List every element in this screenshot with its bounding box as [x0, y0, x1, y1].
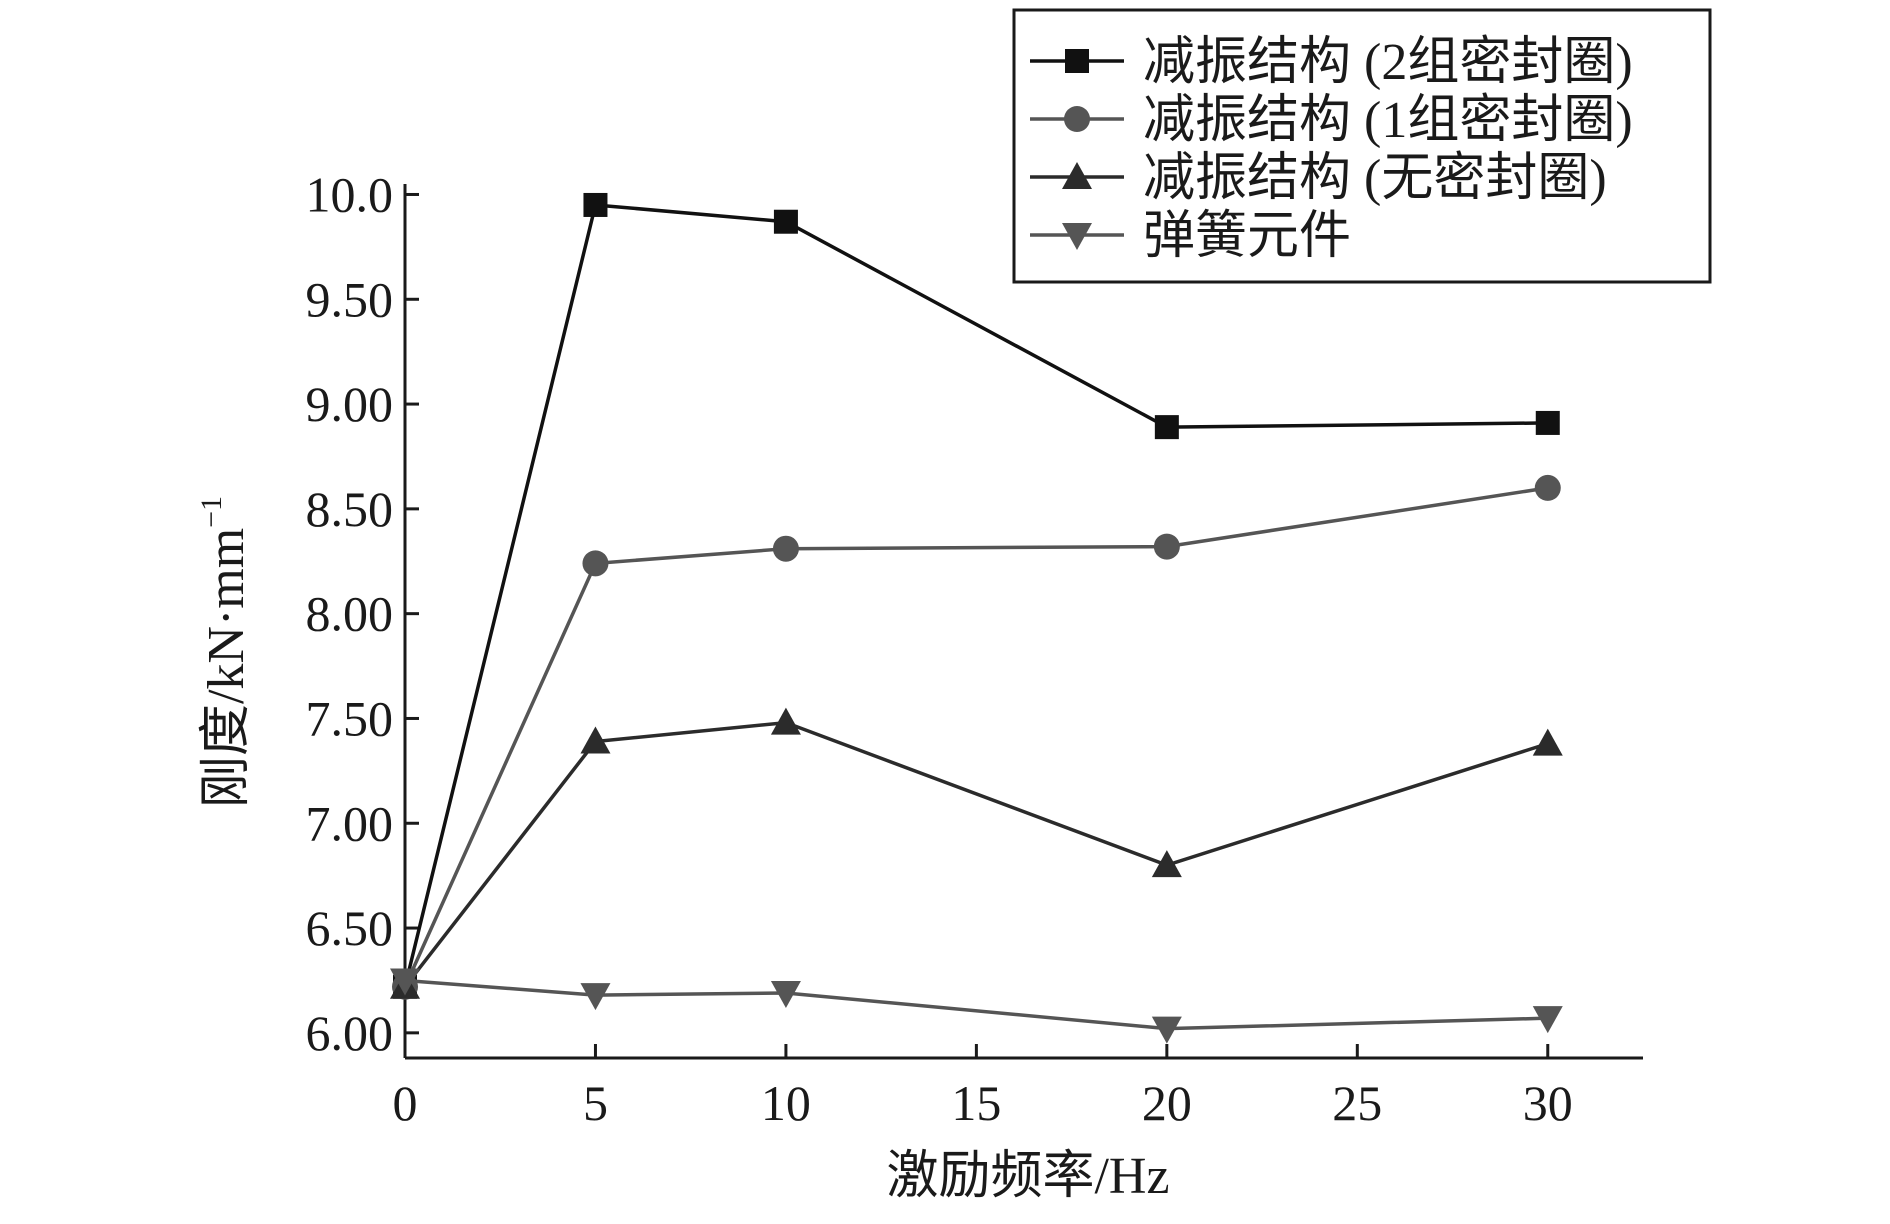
data-point — [770, 707, 801, 735]
series-1 — [393, 192, 1560, 999]
y-tick-label: 7.50 — [306, 690, 394, 746]
y-tick-label: 6.50 — [306, 900, 394, 956]
legend: 减振结构 (2组密封圈)减振结构 (1组密封圈)减振结构 (无密封圈)弹簧元件 — [1012, 8, 1712, 284]
y-axis-title: 刚度/kN·mm−1 — [195, 496, 255, 808]
legend-items: 减振结构 (2组密封圈)减振结构 (1组密封圈)减振结构 (无密封圈)弹簧元件 — [1030, 34, 1633, 265]
x-axis-title: 激励频率/Hz — [886, 1148, 1169, 1205]
y-tick-label: 9.50 — [306, 271, 394, 327]
x-tick-label: 10 — [761, 1075, 811, 1131]
y-ticks: 6.00 6.50 7.00 7.50 8.00 8.50 9.00 9.50 10.0 — [306, 166, 419, 1061]
legend-item: 减振结构 (2组密封圈) — [1030, 34, 1633, 91]
data-point — [1535, 410, 1560, 435]
x-tick-label: 15 — [951, 1075, 1001, 1131]
legend-label: 减振结构 (1组密封圈) — [1143, 92, 1633, 149]
legend-marker — [1062, 223, 1092, 250]
legend-marker — [1064, 106, 1090, 132]
series-4 — [390, 968, 1563, 1044]
y-tick-label: 9.00 — [306, 376, 394, 432]
series-line — [404, 978, 1548, 1031]
y-tick-label: 6.00 — [306, 1005, 394, 1061]
data-point — [1153, 533, 1180, 560]
legend-label: 减振结构 (2组密封圈) — [1143, 34, 1633, 91]
x-tick-label: 20 — [1142, 1075, 1192, 1131]
legend-label: 减振结构 (无密封圈) — [1143, 150, 1607, 207]
y-tick-label: 10.0 — [306, 166, 394, 222]
data-point — [583, 192, 608, 217]
data-point — [1151, 850, 1182, 878]
data-point — [772, 535, 799, 562]
data-point — [770, 981, 801, 1009]
series-line — [403, 486, 1549, 988]
data-point — [773, 209, 798, 234]
data-point — [580, 726, 611, 754]
series-line — [403, 720, 1549, 988]
x-tick-label: 0 — [393, 1075, 418, 1131]
legend-item: 减振结构 (1组密封圈) — [1030, 92, 1633, 149]
y-axis-title-superscript: −1 — [195, 496, 228, 528]
data-point — [390, 968, 420, 996]
legend-box — [1012, 8, 1712, 284]
axes: 0 5 10 15 20 25 30 6.00 6.50 7.00 7.50 8.00 8.50 9.0… — [306, 166, 1643, 1131]
data-point — [1154, 415, 1179, 440]
data-point — [1534, 474, 1561, 501]
y-tick-label: 8.00 — [306, 586, 394, 642]
x-ticks: 0 5 10 15 20 25 30 — [393, 1044, 1573, 1131]
data-point — [1532, 728, 1563, 756]
data-point — [1532, 1006, 1563, 1034]
y-tick-label: 7.00 — [306, 795, 394, 851]
series-2 — [392, 474, 1561, 1000]
legend-marker — [1062, 162, 1092, 189]
x-tick-label: 25 — [1332, 1075, 1382, 1131]
y-axis-title-main: 刚度/kN·mm — [198, 528, 255, 808]
x-tick-label: 30 — [1523, 1075, 1573, 1131]
y-tick-label: 8.50 — [306, 481, 394, 537]
legend-item: 弹簧元件 — [1030, 208, 1351, 265]
data-point — [582, 550, 609, 577]
legend-label: 弹簧元件 — [1143, 208, 1351, 265]
series-line — [403, 203, 1548, 988]
series-layer — [390, 192, 1563, 1044]
legend-item: 减振结构 (无密封圈) — [1030, 150, 1607, 207]
series-3 — [390, 707, 1563, 999]
legend-marker — [1065, 49, 1089, 73]
x-tick-label: 5 — [583, 1075, 608, 1131]
data-point — [1151, 1016, 1182, 1044]
data-point — [580, 983, 611, 1011]
